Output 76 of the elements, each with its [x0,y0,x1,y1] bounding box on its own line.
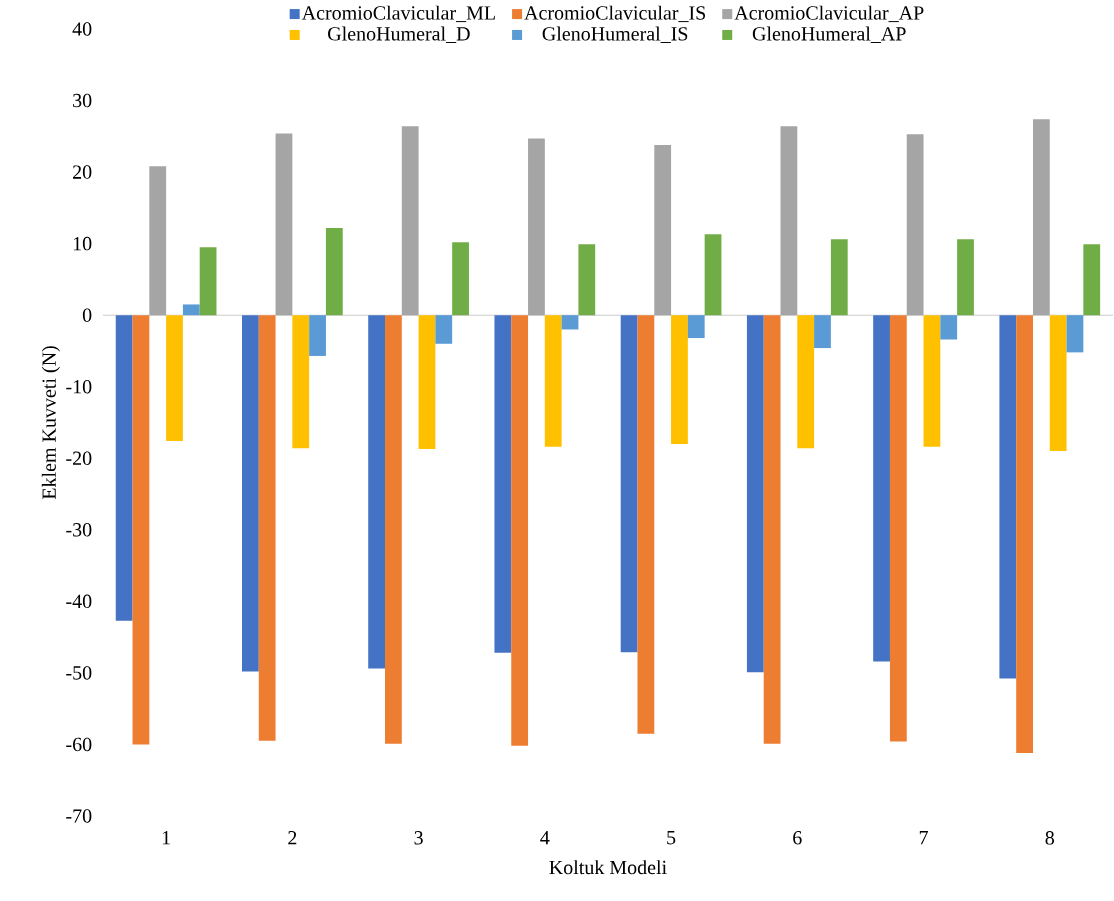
bar [889,315,907,742]
x-tick-label: 8 [1045,831,1055,845]
legend-label: GlenoHumeral_IS [542,26,688,43]
bar [115,315,133,621]
bar [578,244,596,316]
x-tick-label: 1 [162,831,170,845]
bar [401,126,419,316]
bar [309,315,326,356]
y-tick-label: -50 [66,666,92,680]
bar [830,239,848,316]
bar [906,134,924,316]
bar [654,144,672,316]
y-tick-label: -40 [66,594,92,609]
bar [182,304,200,316]
x-tick-label: 4 [540,831,550,845]
bar [999,315,1017,679]
bar [780,126,798,316]
bar [923,315,941,447]
bar [746,315,764,673]
bar [149,166,167,316]
bar [166,315,183,442]
bar [258,315,276,741]
bar [385,315,402,744]
x-tick-label: 6 [793,831,802,845]
bar [763,315,781,744]
bar [814,315,831,349]
y-tick-label: 10 [73,236,92,251]
bar [957,239,974,316]
legend-label: AcromioClavicular_ML [301,5,495,23]
bar [511,315,529,746]
bar [620,315,638,653]
bar [671,315,688,444]
bar [368,315,386,669]
bar [873,315,890,662]
y-axis-title: Eklem Kuvveti (N) [41,346,60,500]
bar [637,315,655,734]
y-tick-label: 20 [73,165,92,179]
bar [1032,119,1050,316]
bar [199,247,217,316]
bar [561,315,579,330]
y-tick-label: -10 [66,379,92,394]
y-tick-label: -30 [66,523,92,537]
bar [241,315,259,672]
x-tick-label: 5 [667,831,676,845]
y-tick-label: 40 [72,22,92,36]
x-tick-label: 3 [414,831,423,845]
bar [797,315,815,449]
bar [1066,315,1084,353]
bar [1049,315,1067,452]
bar [292,315,310,449]
y-tick-label: -60 [66,737,92,752]
bar [940,315,958,340]
legend-label: GlenoHumeral_AP [752,26,906,43]
legend-label: AcromioClavicular_IS [524,5,706,23]
bar [704,234,722,316]
bar [1016,315,1033,754]
x-tick-label: 7 [919,831,928,845]
x-tick-label: 2 [288,831,297,845]
bar [418,315,436,449]
y-tick-label: 0 [82,308,92,322]
y-tick-label: -70 [66,809,92,823]
bar [132,315,150,745]
bar [528,138,545,316]
x-axis-title: Koltuk Modeli [549,860,667,875]
bar [1083,244,1101,316]
bar [435,315,453,344]
bar [325,227,343,316]
bar [452,242,469,316]
legend-label: AcromioClavicular_AP [734,5,924,23]
legend-label: GlenoHumeral_D [328,26,470,43]
y-tick-label: 30 [73,93,92,108]
bar [494,315,512,653]
bar [544,315,562,447]
bar [275,133,293,316]
y-tick-label: -20 [66,451,92,465]
bar [687,315,705,339]
